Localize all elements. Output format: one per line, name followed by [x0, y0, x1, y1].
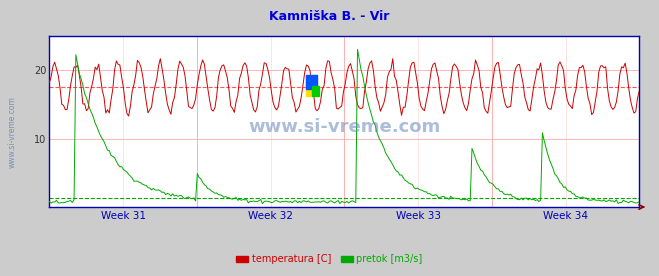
Text: www.si-vreme.com: www.si-vreme.com — [8, 97, 17, 168]
Text: Kamniška B. - Vir: Kamniška B. - Vir — [270, 10, 389, 23]
Bar — [306, 75, 316, 96]
Text: www.si-vreme.com: www.si-vreme.com — [248, 118, 440, 136]
Legend: temperatura [C], pretok [m3/s]: temperatura [C], pretok [m3/s] — [233, 251, 426, 268]
Bar — [312, 86, 319, 96]
Bar — [306, 75, 316, 89]
